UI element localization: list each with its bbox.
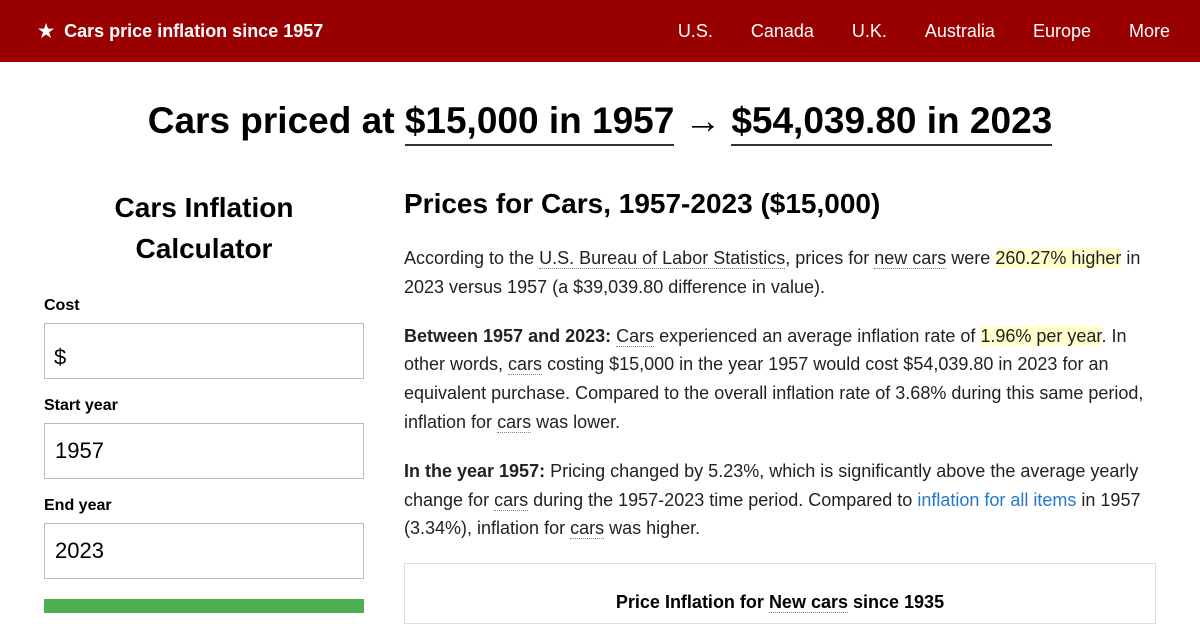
topbar: ★ Cars price inflation since 1957 U.S. C… xyxy=(0,0,1200,62)
headline-from: $15,000 in 1957 xyxy=(405,100,675,146)
headline-prefix: Cars priced at xyxy=(148,100,405,141)
headline-to: $54,039.80 in 2023 xyxy=(731,100,1052,146)
p2-bold: Between 1957 and 2023: xyxy=(404,326,611,346)
nav-australia[interactable]: Australia xyxy=(925,21,995,42)
start-year-input[interactable] xyxy=(44,423,364,479)
content-heading: Prices for Cars, 1957-2023 ($15,000) xyxy=(404,188,1156,220)
cost-prefix: $ xyxy=(54,345,66,371)
inflation-table-box: Price Inflation for New cars since 1935 xyxy=(404,563,1156,624)
topbar-nav: U.S. Canada U.K. Australia Europe More xyxy=(678,21,1170,42)
nav-more[interactable]: More xyxy=(1129,21,1170,42)
paragraph-1: According to the U.S. Bureau of Labor St… xyxy=(404,244,1156,302)
nav-canada[interactable]: Canada xyxy=(751,21,814,42)
new-cars-term: new cars xyxy=(874,248,946,269)
inflation-all-items-link[interactable]: inflation for all items xyxy=(917,490,1076,510)
calculator-title: Cars Inflation Calculator xyxy=(44,188,364,269)
table-title: Price Inflation for New cars since 1935 xyxy=(425,592,1135,613)
nav-us[interactable]: U.S. xyxy=(678,21,713,42)
paragraph-2: Between 1957 and 2023: Cars experienced … xyxy=(404,322,1156,437)
start-year-label: Start year xyxy=(44,397,364,415)
arrow-icon: → xyxy=(684,100,721,141)
bls-term: U.S. Bureau of Labor Statistics xyxy=(539,248,785,269)
calculate-button[interactable] xyxy=(44,599,364,613)
avg-rate: 1.96% per year xyxy=(980,326,1101,346)
star-icon: ★ xyxy=(38,21,54,42)
topbar-title: Cars price inflation since 1957 xyxy=(64,21,323,42)
calculator-sidebar: Cars Inflation Calculator Cost $ Start y… xyxy=(44,188,364,624)
nav-europe[interactable]: Europe xyxy=(1033,21,1091,42)
topbar-title-wrap: ★ Cars price inflation since 1957 xyxy=(38,21,323,42)
headline: Cars priced at $15,000 in 1957→$54,039.8… xyxy=(0,100,1200,146)
paragraph-3: In the year 1957: Pricing changed by 5.2… xyxy=(404,457,1156,543)
nav-uk[interactable]: U.K. xyxy=(852,21,887,42)
main-content: Prices for Cars, 1957-2023 ($15,000) Acc… xyxy=(404,188,1156,624)
pct-higher: 260.27% higher xyxy=(995,248,1121,268)
p3-bold: In the year 1957: xyxy=(404,461,545,481)
end-year-label: End year xyxy=(44,497,364,515)
end-year-input[interactable] xyxy=(44,523,364,579)
cost-label: Cost xyxy=(44,297,364,315)
cost-input[interactable] xyxy=(44,323,364,379)
